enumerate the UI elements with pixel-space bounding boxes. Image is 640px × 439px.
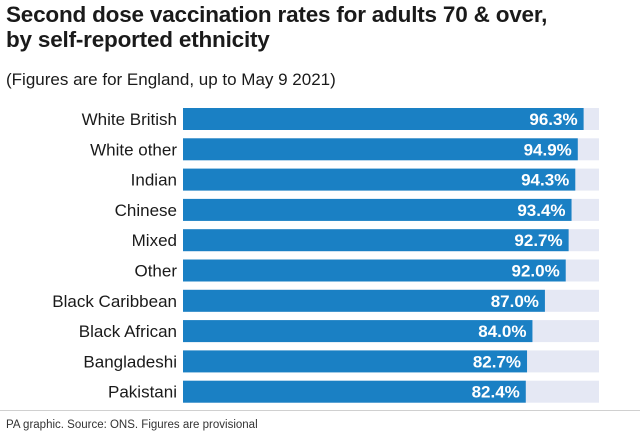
bar-pakistani [183,380,526,403]
title-line-2: by self-reported ethnicity [6,27,270,52]
category-label-chinese: Chinese [115,201,177,220]
value-label-mixed: 92.7% [514,231,562,250]
bar-chinese [183,198,572,221]
value-label-white-other: 94.9% [524,140,572,159]
footer-divider [0,410,640,411]
category-label-black-caribbean: Black Caribbean [52,292,177,311]
chart-subtitle: (Figures are for England, up to May 9 20… [6,70,336,89]
value-label-pakistani: 82.4% [472,383,520,402]
value-label-bangladeshi: 82.7% [473,352,521,371]
category-label-indian: Indian [131,171,177,190]
bar-indian [183,168,576,191]
bar-chart: White British 96.3% White other 94.9% Indian… [52,108,599,403]
value-label-white-british: 96.3% [529,110,577,129]
bar-black-african [183,320,533,343]
chart-title: Second dose vaccination rates for adults… [6,2,636,52]
bar-mixed [183,229,569,252]
value-label-chinese: 93.4% [517,201,565,220]
title-line-1: Second dose vaccination rates for adults… [6,2,548,27]
bar-other [183,259,566,282]
value-label-black-caribbean: 87.0% [491,292,539,311]
category-label-black-african: Black African [79,322,177,341]
category-label-bangladeshi: Bangladeshi [83,352,177,371]
category-label-white-other: White other [90,140,177,159]
value-label-indian: 94.3% [521,171,569,190]
bar-bangladeshi [183,350,528,373]
category-label-white-british: White British [82,110,177,129]
bar-white-other [183,138,578,161]
value-label-black-african: 84.0% [478,322,526,341]
category-label-mixed: Mixed [132,231,177,250]
value-label-other: 92.0% [512,262,560,281]
source-note: PA graphic. Source: ONS. Figures are pro… [6,419,258,431]
bar-white-british [183,108,584,130]
category-label-other: Other [134,262,177,281]
bar-black-caribbean [183,289,545,312]
category-label-pakistani: Pakistani [108,383,177,402]
